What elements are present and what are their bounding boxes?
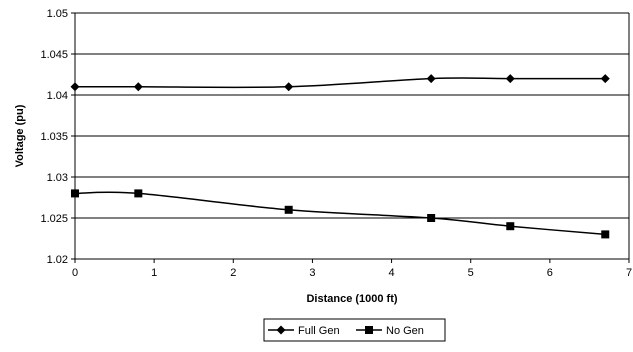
x-tick-label-3: 3 <box>309 267 315 279</box>
x-tick-label-4: 4 <box>389 267 395 279</box>
point-full-gen-1 <box>133 82 143 92</box>
x-tick-label-5: 5 <box>468 267 474 279</box>
x-tick-label-6: 6 <box>547 267 553 279</box>
y-tick-label-6: 1.05 <box>47 8 68 20</box>
legend: Full Gen No Gen <box>263 318 446 342</box>
y-axis-ticks: 1.02 1.025 1.03 1.035 1.04 1.045 1.05 <box>40 8 75 266</box>
series-group <box>70 74 610 239</box>
point-full-gen-0 <box>70 82 80 92</box>
y-tick-label-2: 1.03 <box>47 172 68 184</box>
legend-marker-full-gen <box>276 325 286 335</box>
point-full-gen-3 <box>426 74 436 84</box>
point-no-gen-4 <box>506 222 515 231</box>
x-axis-ticks: 0 1 2 3 4 5 6 7 <box>72 259 632 279</box>
y-tick-label-0: 1.02 <box>47 254 68 266</box>
x-tick-label-1: 1 <box>151 267 157 279</box>
x-axis-title: Distance (1000 ft) <box>306 293 397 305</box>
x-tick-label-7: 7 <box>626 267 632 279</box>
y-tick-label-5: 1.045 <box>40 49 68 61</box>
x-tick-label-0: 0 <box>72 267 78 279</box>
point-no-gen-5 <box>601 230 610 239</box>
point-full-gen-2 <box>284 82 294 92</box>
legend-marker-no-gen <box>365 326 373 334</box>
point-no-gen-3 <box>427 214 436 222</box>
legend-label-full-gen: Full Gen <box>298 325 340 337</box>
y-tick-label-4: 1.04 <box>47 90 68 102</box>
legend-box <box>263 318 446 342</box>
y-axis-title: Voltage (pu) <box>14 104 26 167</box>
y-tick-label-1: 1.025 <box>40 213 68 225</box>
point-no-gen-1 <box>134 189 143 198</box>
x-tick-label-2: 2 <box>230 267 236 279</box>
y-tick-label-3: 1.035 <box>40 131 68 143</box>
point-full-gen-5 <box>600 74 610 84</box>
point-no-gen-0 <box>71 189 79 198</box>
point-full-gen-4 <box>505 74 515 84</box>
point-no-gen-2 <box>284 205 293 214</box>
legend-label-no-gen: No Gen <box>386 325 424 337</box>
